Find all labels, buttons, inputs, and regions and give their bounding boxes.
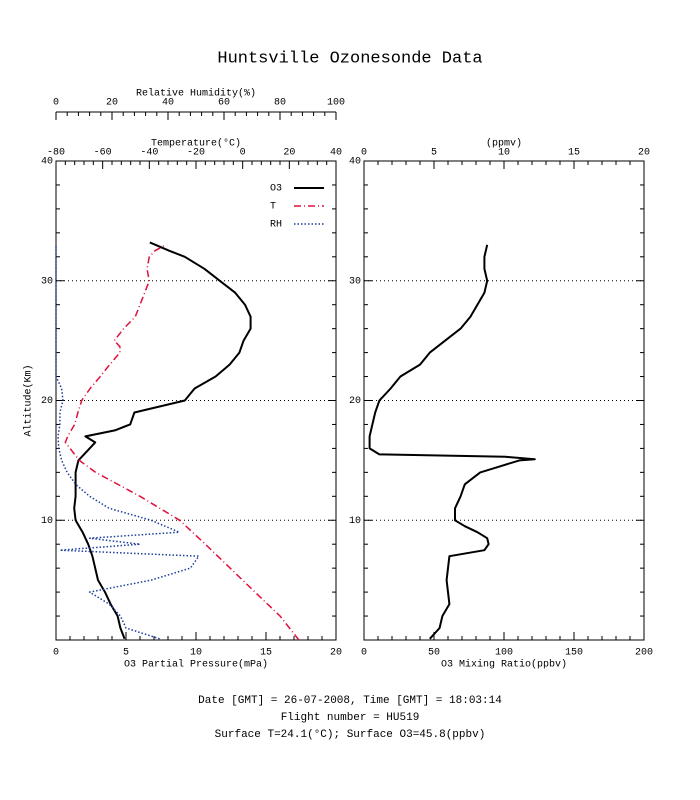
footer-line: Date [GMT] = 26-07-2008, Time [GMT] = 18… [198,695,502,707]
tick-label: 20 [41,396,53,407]
tick-label: 40 [162,98,174,109]
legend-label: T [270,202,276,213]
tick-label: -80 [47,148,65,159]
tick-label: 60 [218,98,230,109]
tick-label: 20 [638,148,650,159]
legend-label: RH [270,220,282,231]
tick-label: 20 [349,396,361,407]
axis-title: Temperature(°C) [151,138,241,150]
tick-label: 10 [349,516,361,527]
tick-label: 0 [53,648,59,659]
tick-label: 150 [565,648,583,659]
tick-label: 40 [41,157,53,168]
axis-title: Altitude(Km) [23,364,35,436]
tick-label: 20 [330,648,342,659]
tick-label: 15 [260,648,272,659]
axis-title: Relative Humidity(%) [136,88,256,100]
data-line [55,244,200,640]
tick-label: 0 [240,148,246,159]
axis-title: O3 Mixing Ratio(ppbv) [441,659,567,671]
legend-label: O3 [270,184,282,195]
tick-label: 10 [41,516,53,527]
axis-title: O3 Partial Pressure(mPa) [124,659,268,671]
tick-label: 100 [495,648,513,659]
tick-label: -20 [187,148,205,159]
chart-title: Huntsville Ozonesonde Data [217,49,482,68]
tick-label: 30 [349,276,361,287]
tick-label: 100 [327,98,345,109]
tick-label: -40 [140,148,158,159]
tick-label: 40 [330,148,342,159]
tick-label: 0 [361,148,367,159]
data-line [64,244,300,641]
footer-line: Flight number = HU519 [281,712,420,724]
tick-label: 80 [274,98,286,109]
tick-label: 40 [349,157,361,168]
tick-label: 20 [283,148,295,159]
tick-label: 5 [123,648,129,659]
data-line [368,244,536,640]
tick-label: 0 [53,98,59,109]
data-line [73,241,252,640]
tick-label: 200 [635,648,653,659]
footer-line: Surface T=24.1(°C); Surface O3=45.8(ppbv… [215,729,486,741]
tick-label: 15 [568,148,580,159]
tick-label: 50 [428,648,440,659]
tick-label: 20 [106,98,118,109]
tick-label: 10 [498,148,510,159]
tick-label: 30 [41,276,53,287]
axis-title: (ppmv) [486,138,522,150]
tick-label: 5 [431,148,437,159]
tick-label: 10 [190,648,202,659]
tick-label: -60 [94,148,112,159]
tick-label: 0 [361,648,367,659]
